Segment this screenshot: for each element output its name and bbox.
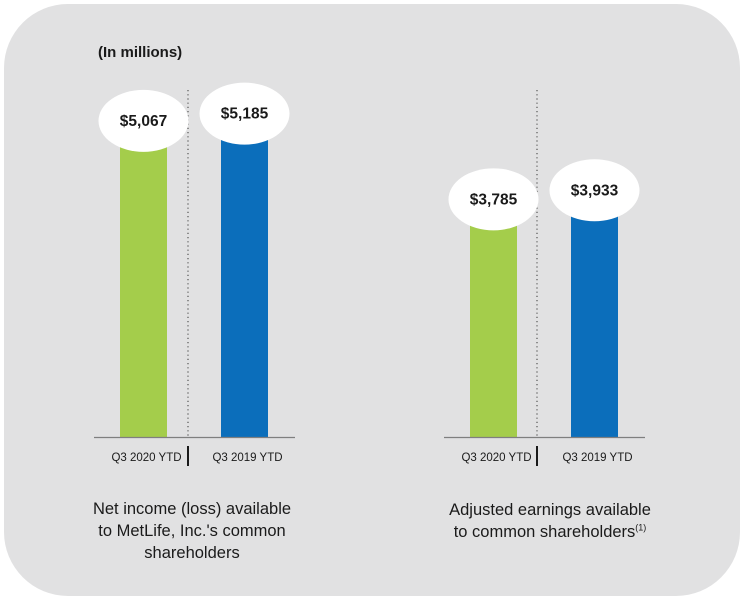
data-label-bubble [199, 82, 290, 145]
category-label: Q3 2020 YTD [461, 452, 531, 464]
footnote-marker: (1) [635, 522, 647, 533]
data-label: $3,785 [470, 191, 518, 208]
category-label: Q3 2019 YTD [562, 452, 632, 464]
data-label-bubble [549, 159, 640, 222]
category-label: Q3 2019 YTD [212, 452, 282, 464]
units-label: (In millions) [98, 44, 183, 61]
caption-line: Adjusted earnings available [449, 501, 651, 519]
data-label: $3,933 [571, 182, 619, 199]
data-label: $5,185 [221, 106, 269, 123]
category-label: Q3 2020 YTD [111, 452, 181, 464]
data-label-bubble [448, 168, 539, 231]
chart-caption-adjusted-earnings: Adjusted earnings available to common sh… [405, 499, 695, 543]
bar [120, 126, 167, 437]
data-label-bubble [98, 89, 189, 152]
data-label: $5,067 [120, 113, 167, 130]
caption-line: to MetLife, Inc.'s common [98, 522, 286, 540]
chart-caption-net-income: Net income (loss) available to MetLife, … [62, 498, 322, 564]
caption-line-text: to common shareholders [453, 523, 636, 541]
bar [221, 119, 268, 437]
bar [470, 205, 517, 437]
bar [571, 196, 618, 437]
caption-line: Net income (loss) available [92, 500, 292, 518]
caption-line: shareholders [144, 544, 240, 562]
caption-line: to common shareholders(1) [405, 521, 695, 543]
